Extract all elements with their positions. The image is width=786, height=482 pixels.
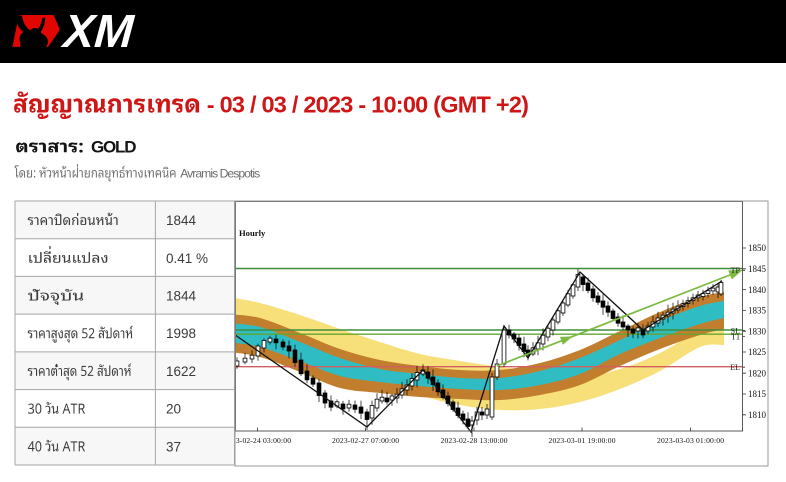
svg-text:2023-02-27 07:00:00: 2023-02-27 07:00:00: [332, 436, 399, 445]
svg-text:2023-02-28 13:00:00: 2023-02-28 13:00:00: [441, 436, 508, 445]
svg-text:1810: 1810: [748, 410, 767, 420]
svg-text:1825: 1825: [748, 347, 767, 357]
svg-text:1820: 1820: [748, 368, 767, 378]
svg-text:XM: XM: [59, 5, 137, 57]
svg-text:1998: 1998: [166, 326, 196, 341]
svg-text:1815: 1815: [748, 389, 767, 399]
svg-text:2023-03-03 01:00:00: 2023-03-03 01:00:00: [657, 436, 724, 445]
svg-text:1622: 1622: [166, 364, 196, 379]
svg-text:2023-02-24 03:00:00: 2023-02-24 03:00:00: [224, 436, 291, 445]
svg-text:- 03 / 03 / 2023 - 10:00 (GMT: - 03 / 03 / 2023 - 10:00 (GMT +2): [201, 92, 529, 118]
svg-text:20: 20: [166, 402, 181, 417]
svg-text:2023-03-01 19:00:00: 2023-03-01 19:00:00: [549, 436, 616, 445]
svg-text:37: 37: [166, 439, 181, 454]
svg-text:0.41 %: 0.41 %: [166, 251, 208, 266]
svg-text:1844: 1844: [166, 213, 197, 228]
svg-text:1845: 1845: [748, 264, 767, 274]
svg-text:1830: 1830: [748, 326, 767, 336]
svg-text:Hourly: Hourly: [239, 228, 266, 238]
svg-text:1835: 1835: [748, 306, 767, 316]
svg-text:TP: TP: [731, 266, 741, 275]
svg-text:1844: 1844: [166, 289, 197, 304]
svg-text:1850: 1850: [748, 243, 767, 253]
svg-text:EL: EL: [730, 363, 740, 372]
svg-text:SL: SL: [731, 326, 740, 335]
svg-text:T1: T1: [731, 332, 740, 341]
svg-text:GOLD: GOLD: [91, 137, 137, 156]
svg-text:Avramis Despotis: Avramis Despotis: [180, 167, 260, 181]
svg-text:1840: 1840: [748, 285, 767, 295]
